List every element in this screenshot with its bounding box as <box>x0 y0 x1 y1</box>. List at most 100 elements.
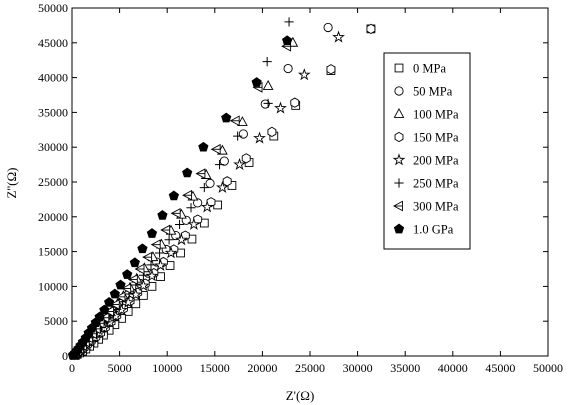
data-point <box>251 77 262 87</box>
axis-ticks: 0 5000 10000 15000 20000 25000 30000 35000 40000… <box>38 1 563 375</box>
x-tick-label: 50000 <box>533 361 563 375</box>
legend-item: 0 MPa <box>394 62 446 76</box>
data-point <box>182 167 193 178</box>
data-point <box>253 131 266 144</box>
legend-box <box>383 52 471 250</box>
data-point <box>233 157 246 171</box>
legend-marker <box>393 107 405 118</box>
data-point <box>186 203 196 213</box>
data-point <box>205 178 215 188</box>
data-point <box>174 219 185 230</box>
y-tick-label: 0 <box>62 349 68 363</box>
y-tick-label: 35000 <box>38 105 68 119</box>
data-point <box>237 116 248 127</box>
data-point <box>129 257 140 268</box>
data-point <box>238 129 248 139</box>
legend-label: 1.0 GPa <box>413 223 454 237</box>
data-point <box>222 176 232 187</box>
data-point <box>366 23 376 34</box>
data-point <box>187 217 201 230</box>
data-point <box>274 101 287 114</box>
x-tick-label: 10000 <box>152 361 182 375</box>
data-points <box>67 17 376 361</box>
data-point <box>221 112 232 123</box>
data-point <box>193 198 203 208</box>
data-point <box>129 288 143 301</box>
y-tick-label: 25000 <box>38 175 68 189</box>
data-point <box>214 160 225 170</box>
legend-label: 100 MPa <box>413 108 459 122</box>
x-tick-label: 15000 <box>200 361 230 375</box>
y-tick-label: 30000 <box>38 140 68 154</box>
legend: 0 MPa 50 MPa 100 MPa 150 MPa 200 MPa 250 MPa 3… <box>383 52 471 250</box>
data-point <box>146 228 158 238</box>
x-tick-label: 35000 <box>390 361 420 375</box>
x-tick-label: 0 <box>69 361 75 375</box>
y-tick-label: 15000 <box>38 245 68 259</box>
legend-label: 0 MPa <box>413 62 446 76</box>
data-point <box>260 99 270 109</box>
y-tick-label: 45000 <box>38 36 68 50</box>
data-point <box>241 153 251 164</box>
data-point <box>290 97 300 108</box>
data-point <box>115 279 126 290</box>
series-1-0-gpa <box>67 35 293 360</box>
data-point <box>198 141 209 152</box>
legend-label: 250 MPa <box>413 177 459 191</box>
data-point <box>262 79 274 90</box>
y-tick-label: 10000 <box>38 279 68 293</box>
data-point <box>323 22 333 33</box>
x-axis-title: Z'(Ω) <box>286 388 315 403</box>
legend-item: 150 MPa <box>394 131 459 145</box>
data-point <box>297 68 311 81</box>
legend-item: 250 MPa <box>394 177 459 191</box>
data-point <box>164 235 174 245</box>
x-tick-label: 30000 <box>343 361 373 375</box>
y-tick-label: 40000 <box>38 71 68 85</box>
x-tick-label: 45000 <box>485 361 515 375</box>
axes <box>71 7 549 357</box>
data-point <box>267 126 277 138</box>
x-tick-label: 5000 <box>108 361 132 375</box>
data-point <box>216 180 229 193</box>
legend-marker <box>392 153 406 166</box>
data-point <box>137 279 150 292</box>
data-point <box>99 304 110 315</box>
data-point <box>154 258 167 271</box>
legend-marker <box>394 63 404 73</box>
data-point <box>104 297 115 307</box>
legend-item: 300 MPa <box>392 200 459 214</box>
y-axis-title: Z''(Ω) <box>4 168 19 199</box>
legend-marker <box>394 178 404 188</box>
legend-item: 50 MPa <box>394 85 453 99</box>
data-point <box>122 269 133 279</box>
data-point <box>326 64 336 75</box>
data-point <box>263 98 273 108</box>
legend-label: 200 MPa <box>413 154 459 168</box>
data-point <box>145 269 159 282</box>
data-point <box>157 210 168 220</box>
data-point <box>262 56 272 67</box>
data-point <box>175 233 188 246</box>
y-tick-label: 5000 <box>44 314 68 328</box>
legend-marker <box>394 131 404 143</box>
legend-item: 1.0 GPa <box>393 223 454 237</box>
legend-item: 200 MPa <box>392 153 459 168</box>
legend-marker <box>393 223 405 234</box>
legend-label: 150 MPa <box>413 131 459 145</box>
data-point <box>332 30 345 43</box>
y-tick-label: 50000 <box>38 1 68 15</box>
legend-item: 100 MPa <box>393 107 459 122</box>
data-point <box>137 243 148 254</box>
x-tick-label: 40000 <box>438 361 468 375</box>
x-tick-label: 25000 <box>295 361 325 375</box>
data-point <box>283 63 293 74</box>
data-point <box>284 17 294 27</box>
data-point <box>109 288 120 299</box>
data-point <box>164 246 178 259</box>
legend-marker <box>394 86 404 96</box>
data-point <box>67 349 79 360</box>
legend-label: 50 MPa <box>413 85 453 99</box>
data-point <box>200 200 214 213</box>
